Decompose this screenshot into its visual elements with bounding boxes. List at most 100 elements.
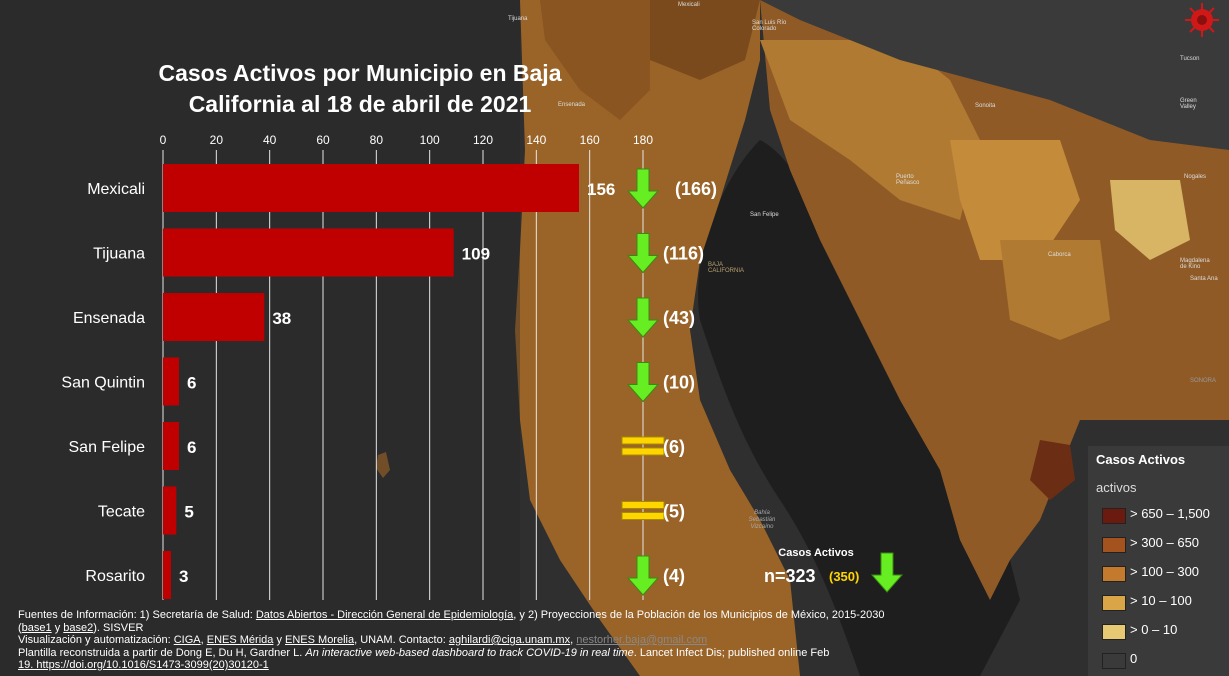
category-label: Mexicali — [87, 181, 145, 198]
footer-text: . Lancet Infect Dis; published online Fe… — [633, 646, 830, 659]
legend-label: > 10 – 100 — [1130, 593, 1192, 608]
bar — [163, 357, 179, 406]
x-tick-label: 140 — [526, 133, 546, 147]
previous-value-label: (166) — [675, 179, 717, 199]
footer-sources: Fuentes de Información: 1) Secretaría de… — [18, 609, 978, 672]
footer-text: , UNAM. Contacto: — [354, 634, 449, 646]
previous-value-label: (6) — [663, 437, 685, 457]
value-label: 6 — [187, 438, 196, 457]
previous-value-label: (4) — [663, 566, 685, 586]
footer-text: y — [273, 634, 286, 646]
link-enes-merida[interactable]: ENES Mérida — [206, 634, 274, 646]
map-legend: Casos Activos activos > 650 – 1,500 > 300… — [1088, 446, 1229, 676]
legend-label: > 100 – 300 — [1130, 564, 1200, 579]
chart-title: Casos Activos por Municipio en Baja Cali… — [158, 60, 562, 117]
legend-swatch — [1102, 566, 1126, 582]
map-label-magdalena: Magdalena de Kino — [1180, 258, 1210, 270]
footer-text: , — [200, 634, 207, 646]
x-tick-label: 180 — [633, 133, 653, 147]
legend-label: 0 — [1130, 651, 1138, 666]
link-doi[interactable]: 19. https://doi.org/10.1016/S1473-3099(2… — [18, 659, 269, 671]
map-label-san-luis: San Luis Río Colorado — [752, 20, 787, 32]
legend-swatch — [1102, 595, 1126, 611]
footer-text: ). SISVER — [93, 621, 144, 634]
link-base2[interactable]: base2 — [63, 621, 94, 634]
footer-citation-title: An interactive web-based dashboard to tr… — [305, 646, 634, 659]
value-label: 5 — [184, 503, 193, 522]
x-axis-ticks: 0 20 40 60 80 100 120 140 160 180 — [160, 133, 654, 147]
x-tick-label: 100 — [420, 133, 440, 147]
x-tick-label: 160 — [580, 133, 600, 147]
legend-swatch — [1102, 537, 1126, 553]
trend-indicators: (166) (116) (43) (10) (6) (5) (4) — [621, 168, 717, 596]
down-arrow-icon — [626, 233, 660, 274]
legend-swatch — [1102, 624, 1126, 640]
legend-subtitle: activos — [1096, 480, 1137, 495]
category-label: Tijuana — [93, 246, 145, 263]
x-tick-label: 40 — [263, 133, 277, 147]
x-tick-label: 80 — [370, 133, 384, 147]
link-email-gmail[interactable]: nestorher.baja@gmail.com — [576, 634, 708, 646]
total-previous: (350) — [829, 569, 859, 584]
map-label-ensenada: Ensenada — [558, 102, 586, 108]
previous-value-label: (10) — [663, 373, 695, 393]
legend-swatch — [1102, 508, 1126, 524]
map-label-tijuana: Tijuana — [508, 16, 528, 22]
link-ciga[interactable]: CIGA — [173, 634, 201, 646]
map-label-bahia-vizcaino: Bahía Sebastián Vizcaíno — [748, 510, 776, 530]
footer-text: , y 2) Proyecciones de la Población de l… — [513, 609, 885, 621]
map-label-nogales: Nogales — [1184, 174, 1207, 180]
value-label: 6 — [187, 374, 196, 393]
footer-text: Fuentes de Información: 1) Secretaría de… — [18, 609, 256, 621]
value-label: 109 — [462, 245, 490, 264]
category-labels: Mexicali Tijuana Ensenada San Quintin San Fe… — [61, 181, 145, 585]
bar — [163, 422, 179, 470]
category-label: San Quintin — [61, 375, 145, 392]
total-value: n=323 — [764, 566, 816, 586]
chart-grid — [162, 150, 644, 600]
value-labels: 156 109 38 6 6 5 3 — [179, 180, 615, 586]
map-label-sonora: SONORA — [1190, 378, 1217, 384]
category-label: Tecate — [98, 504, 145, 521]
equal-sign-icon — [621, 501, 665, 520]
map-label-puerto-penasco: Puerto Peñasco — [896, 174, 920, 186]
down-arrow-icon — [626, 362, 660, 403]
bar — [163, 293, 265, 341]
value-label: 156 — [587, 180, 615, 199]
legend-label: > 300 – 650 — [1130, 535, 1200, 550]
down-arrow-icon — [870, 552, 904, 593]
category-label: Ensenada — [73, 310, 145, 327]
value-label: 38 — [272, 309, 291, 328]
value-label: 3 — [179, 567, 188, 586]
previous-value-label: (5) — [663, 502, 685, 522]
map-label-sonoita: Sonoita — [975, 103, 996, 109]
x-tick-label: 60 — [316, 133, 330, 147]
chart-bars — [163, 164, 579, 599]
virus-logo — [1185, 3, 1219, 37]
legend-title: Casos Activos — [1096, 452, 1186, 467]
link-enes-morelia[interactable]: ENES Morelia — [285, 634, 355, 646]
map-label-caborca: Caborca — [1048, 252, 1071, 258]
previous-value-label: (43) — [663, 308, 695, 328]
bar — [163, 228, 454, 277]
footer-text: y — [51, 621, 64, 634]
map-label-san-felipe: San Felipe — [750, 212, 779, 218]
x-tick-label: 0 — [160, 133, 167, 147]
link-datos-abiertos[interactable]: Datos Abiertos - Dirección General de Ep… — [255, 609, 514, 621]
link-email-ciga[interactable]: aghilardi@ciga.unam.mx — [448, 634, 571, 646]
down-arrow-icon — [626, 168, 660, 209]
category-label: Rosarito — [85, 568, 145, 585]
link-base1[interactable]: base1 — [21, 621, 52, 634]
map-label-green-valley: Green Valley — [1180, 98, 1197, 110]
x-tick-label: 120 — [473, 133, 493, 147]
legend-swatch — [1102, 653, 1126, 669]
previous-value-label: (116) — [663, 244, 704, 264]
bar — [163, 551, 171, 599]
down-arrow-icon — [626, 297, 660, 338]
map-label-baja-california: BAJA CALIFORNIA — [708, 262, 745, 274]
bar — [163, 164, 579, 212]
x-tick-label: 20 — [210, 133, 224, 147]
legend-label: > 650 – 1,500 — [1130, 506, 1210, 521]
equal-sign-icon — [621, 436, 665, 456]
